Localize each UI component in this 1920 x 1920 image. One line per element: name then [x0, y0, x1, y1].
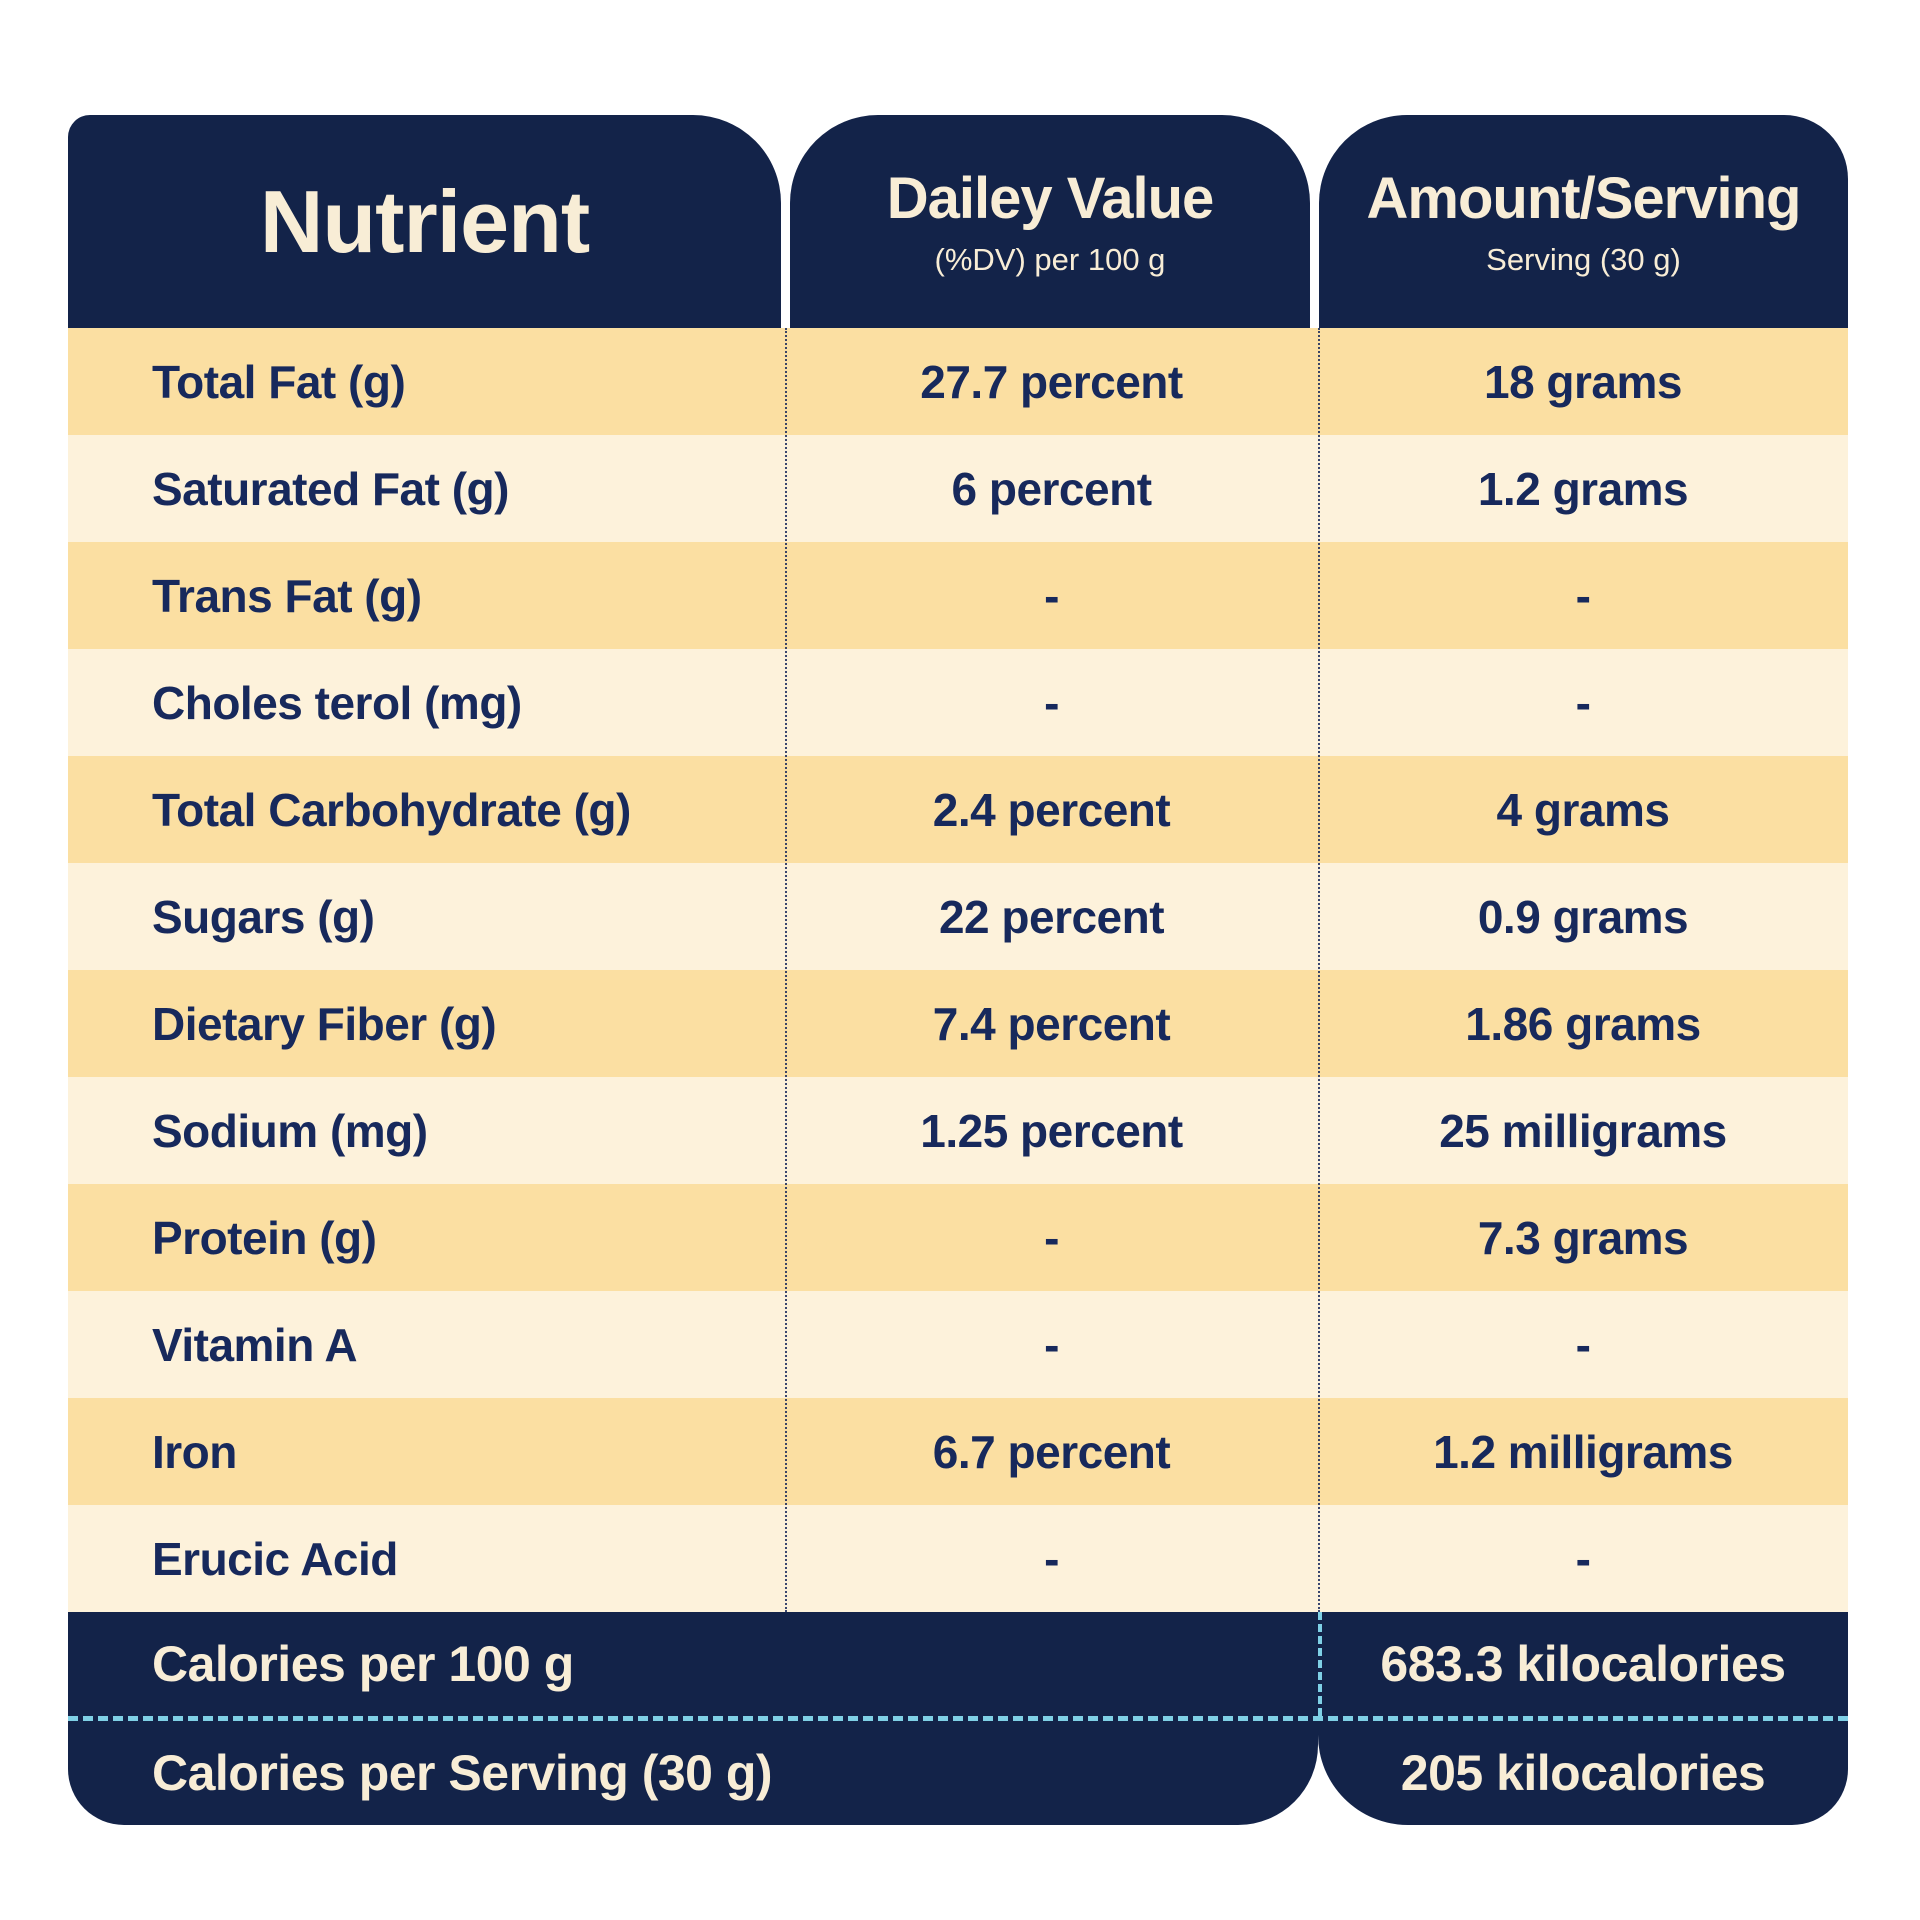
amount-cell: 18 grams [1483, 355, 1683, 408]
column-divider-dotted [785, 328, 787, 1612]
table-row: Dietary Fiber (g) 7.4 percent 1.86 grams [68, 970, 1848, 1077]
nutrient-cell: Sodium (mg) [152, 1104, 428, 1157]
daily-value-cell: 6.7 percent [932, 1425, 1171, 1478]
header-subtitle-daily-value: (%DV) per 100 g [934, 242, 1166, 277]
amount-cell: - [1575, 676, 1591, 729]
table-row: Choles terol (mg) - - [68, 649, 1848, 756]
amount-cell: 1.2 grams [1477, 462, 1689, 515]
amount-cell: 1.86 grams [1465, 997, 1701, 1050]
daily-value-cell: - [1044, 569, 1059, 622]
nutrient-cell: Vitamin A [152, 1318, 358, 1371]
table-row: Vitamin A - - [68, 1291, 1848, 1398]
header-title-daily-value: Dailey Value [886, 166, 1215, 231]
nutrient-cell: Trans Fat (g) [152, 569, 422, 622]
daily-value-cell: - [1044, 676, 1059, 729]
calories-per-serving-row: Calories per Serving (30 g) 205 kilocalo… [68, 1721, 1848, 1825]
daily-value-cell: 7.4 percent [932, 997, 1171, 1050]
table-row: Iron 6.7 percent 1.2 milligrams [68, 1398, 1848, 1505]
daily-value-cell: 22 percent [938, 890, 1165, 943]
header-col-daily-value: Dailey Value (%DV) per 100 g [790, 115, 1310, 328]
daily-value-cell: 27.7 percent [920, 355, 1183, 408]
daily-value-cell: - [1044, 1211, 1059, 1264]
amount-cell: - [1575, 1318, 1591, 1371]
daily-value-cell: 6 percent [951, 462, 1152, 515]
calories-section: Calories per 100 g 683.3 kilocalories Ca… [68, 1612, 1848, 1825]
header-col-amount-serving: Amount/Serving Serving (30 g) [1319, 115, 1848, 328]
column-divider-dashed-cyan [1318, 1612, 1322, 1716]
header-col-nutrient: Nutrient [68, 115, 781, 328]
table-row: Erucic Acid - - [68, 1505, 1848, 1612]
daily-value-cell: - [1044, 1532, 1059, 1585]
table-row: Total Fat (g) 27.7 percent 18 grams [68, 328, 1848, 435]
amount-cell: - [1575, 569, 1591, 622]
calories-per-100g-label: Calories per 100 g [152, 1636, 574, 1692]
nutrition-table: Nutrient Dailey Value (%DV) per 100 g Am… [68, 115, 1848, 1825]
daily-value-cell: 1.25 percent [920, 1104, 1183, 1157]
daily-value-cell: - [1044, 1318, 1059, 1371]
table-header: Nutrient Dailey Value (%DV) per 100 g Am… [68, 115, 1848, 328]
calories-per-100g-value: 683.3 kilocalories [1380, 1636, 1786, 1692]
nutrient-cell: Dietary Fiber (g) [152, 997, 497, 1050]
nutrient-cell: Saturated Fat (g) [152, 462, 509, 515]
header-title-amount-serving: Amount/Serving [1366, 166, 1802, 231]
column-divider-dotted [1318, 328, 1320, 1612]
table-row: Sodium (mg) 1.25 percent 25 milligrams [68, 1077, 1848, 1184]
amount-cell: 25 milligrams [1439, 1104, 1727, 1157]
daily-value-cell: 2.4 percent [932, 783, 1171, 836]
nutrient-cell: Choles terol (mg) [152, 676, 522, 729]
table-body: Total Fat (g) 27.7 percent 18 grams Satu… [68, 328, 1848, 1612]
calories-per-serving-label: Calories per Serving (30 g) [152, 1745, 773, 1801]
calories-per-serving-label-block: Calories per Serving (30 g) [68, 1721, 1318, 1825]
table-row: Saturated Fat (g) 6 percent 1.2 grams [68, 435, 1848, 542]
table-row: Sugars (g) 22 percent 0.9 grams [68, 863, 1848, 970]
nutrient-cell: Total Fat (g) [152, 355, 406, 408]
table-row: Trans Fat (g) - - [68, 542, 1848, 649]
header-title-nutrient: Nutrient [259, 171, 590, 271]
amount-cell: 4 grams [1496, 783, 1670, 836]
nutrient-cell: Iron [152, 1425, 237, 1478]
header-subtitle-amount-serving: Serving (30 g) [1486, 242, 1681, 277]
calories-per-serving-value: 205 kilocalories [1400, 1745, 1766, 1801]
calories-per-serving-value-block: 205 kilocalories [1318, 1721, 1848, 1825]
nutrient-cell: Sugars (g) [152, 890, 375, 943]
amount-cell: 1.2 milligrams [1433, 1425, 1733, 1478]
amount-cell: 0.9 grams [1477, 890, 1689, 943]
table-row: Protein (g) - 7.3 grams [68, 1184, 1848, 1291]
nutrient-cell: Erucic Acid [152, 1532, 398, 1585]
nutrient-cell: Total Carbohydrate (g) [152, 783, 631, 836]
calories-per-100g-row: Calories per 100 g 683.3 kilocalories [68, 1612, 1848, 1716]
row-divider-dashed-cyan [68, 1716, 1848, 1721]
amount-cell: - [1575, 1532, 1591, 1585]
nutrient-cell: Protein (g) [152, 1211, 377, 1264]
table-row: Total Carbohydrate (g) 2.4 percent 4 gra… [68, 756, 1848, 863]
amount-cell: 7.3 grams [1477, 1211, 1689, 1264]
